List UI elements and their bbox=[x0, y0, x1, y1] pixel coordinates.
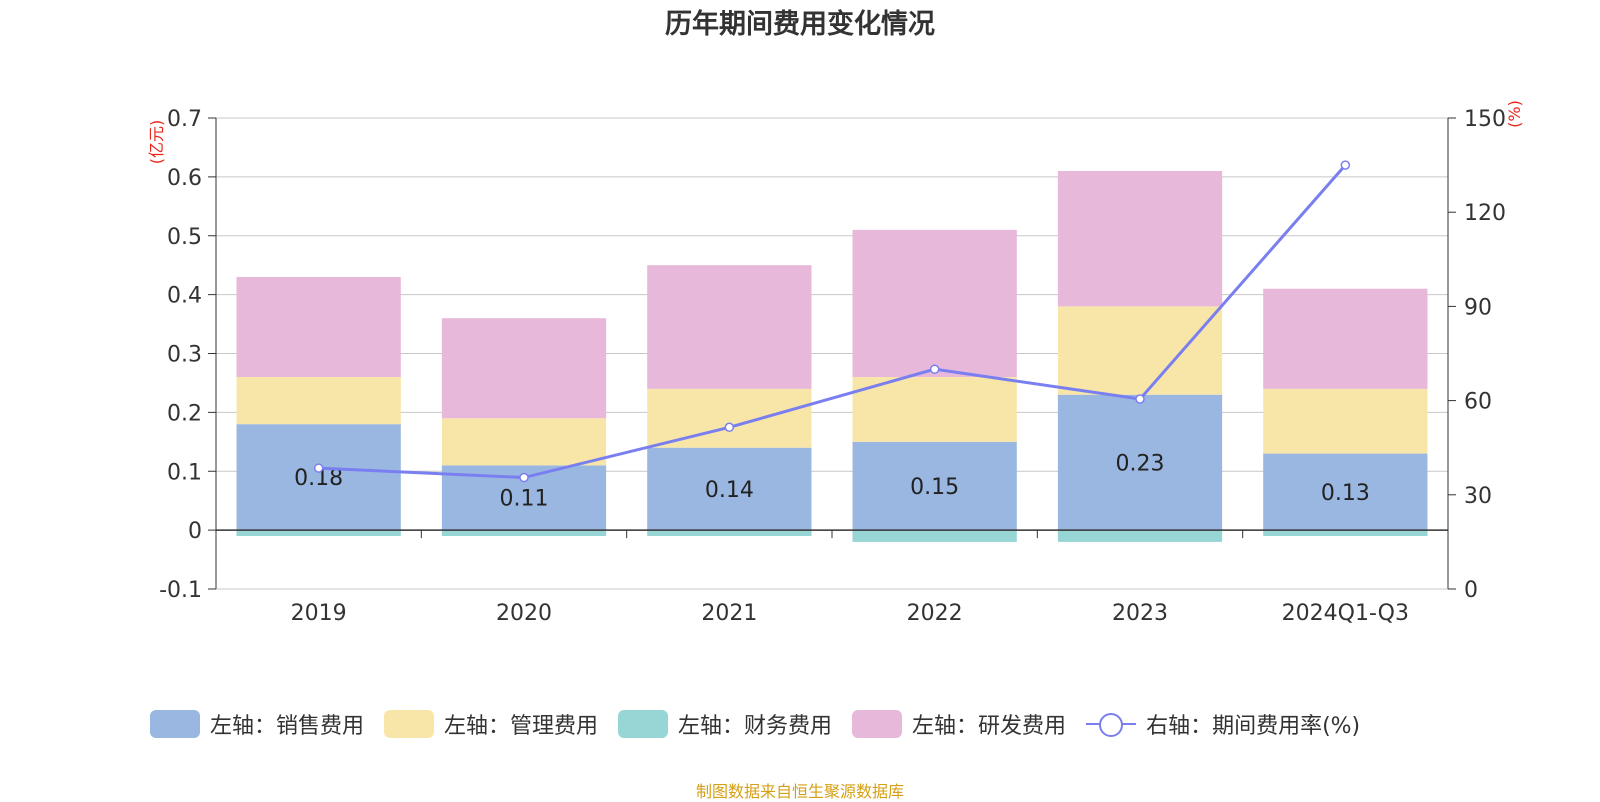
bar-rnd bbox=[852, 229, 1017, 378]
bar-rnd bbox=[441, 318, 607, 419]
legend: 左轴：销售费用 左轴：管理费用 左轴：财务费用 左轴：研发费用 右轴：期间费用率(%) bbox=[150, 706, 1380, 742]
bar-admin bbox=[647, 388, 812, 448]
legend-swatch bbox=[150, 710, 200, 738]
y-left-tick-label: 0.2 bbox=[167, 401, 202, 426]
bar-sales bbox=[1057, 394, 1223, 531]
bar-rnd bbox=[1057, 170, 1223, 307]
y-left-tick-label: -0.1 bbox=[159, 578, 202, 603]
y-right-tick-label: 120 bbox=[1464, 201, 1506, 226]
bar-sales bbox=[852, 441, 1017, 531]
y-right-tick-label: 150 bbox=[1464, 107, 1506, 132]
y-left-tick-label: 0.3 bbox=[167, 343, 202, 368]
bar-finance bbox=[1263, 530, 1428, 537]
data-label-sales: 0.11 bbox=[500, 487, 549, 512]
legend-label: 左轴：研发费用 bbox=[912, 714, 1067, 739]
legend-swatch bbox=[618, 710, 669, 738]
line-ratio-point bbox=[1340, 160, 1351, 170]
x-tick-label: 2020 bbox=[496, 601, 552, 626]
legend-swatch bbox=[384, 710, 435, 738]
legend-item[interactable]: 左轴：管理费用 bbox=[384, 708, 598, 740]
legend-item[interactable]: 左轴：财务费用 bbox=[618, 708, 832, 740]
y-left-tick-label: 0.5 bbox=[167, 225, 202, 250]
y-left-tick-label: 0.1 bbox=[167, 460, 202, 485]
bar-admin bbox=[1057, 306, 1223, 395]
x-tick-label: 2019 bbox=[291, 601, 347, 626]
bar-finance bbox=[1057, 530, 1223, 542]
x-tick-label: 2021 bbox=[701, 601, 757, 626]
data-label-sales: 0.15 bbox=[910, 475, 959, 500]
legend-label: 左轴：销售费用 bbox=[210, 714, 365, 739]
legend-item[interactable]: 右轴：期间费用率(%) bbox=[1086, 708, 1360, 740]
legend-swatch bbox=[852, 710, 903, 738]
legend-label: 左轴：管理费用 bbox=[444, 714, 599, 739]
x-tick-label: 2023 bbox=[1112, 601, 1168, 626]
bar-finance bbox=[852, 530, 1017, 542]
y-right-tick-label: 60 bbox=[1464, 390, 1492, 415]
bar-rnd bbox=[236, 276, 401, 378]
bar-admin bbox=[1263, 388, 1428, 454]
line-ratio-point bbox=[313, 463, 324, 473]
y-left-tick-label: 0.4 bbox=[167, 284, 202, 309]
legend-label: 右轴：期间费用率(%) bbox=[1146, 714, 1361, 739]
line-ratio-point bbox=[519, 472, 529, 483]
y-left-tick-label: 0 bbox=[188, 519, 202, 544]
bar-admin bbox=[441, 418, 607, 466]
bar-admin bbox=[236, 377, 401, 425]
y-right-tick-label: 30 bbox=[1464, 484, 1492, 509]
data-label-sales: 0.13 bbox=[1321, 481, 1370, 506]
line-ratio-point bbox=[929, 364, 940, 374]
bar-rnd bbox=[1263, 288, 1428, 389]
line-ratio-point bbox=[1135, 394, 1145, 404]
y-left-tick-label: 0.7 bbox=[167, 107, 202, 132]
legend-item[interactable]: 左轴：研发费用 bbox=[852, 708, 1066, 740]
bar-finance bbox=[236, 530, 401, 537]
legend-label: 左轴：财务费用 bbox=[678, 714, 833, 739]
data-label-sales: 0.23 bbox=[1116, 451, 1165, 476]
bar-finance bbox=[647, 530, 812, 537]
bar-sales bbox=[1263, 453, 1428, 531]
data-label-sales: 0.14 bbox=[705, 478, 754, 503]
chart-svg: -0.100.10.20.30.40.50.60.70306090120150(… bbox=[147, 100, 1524, 626]
line-ratio bbox=[318, 164, 1347, 480]
y-left-tick-label: 0.6 bbox=[167, 166, 202, 191]
bar-sales bbox=[647, 447, 812, 531]
legend-item[interactable]: 左轴：销售费用 bbox=[150, 708, 364, 740]
bar-finance bbox=[441, 530, 607, 537]
x-tick-label: 2024Q1-Q3 bbox=[1282, 601, 1409, 626]
y-left-unit: (亿元) bbox=[147, 120, 166, 165]
y-right-unit: (%) bbox=[1505, 100, 1524, 128]
legend-line-marker-icon bbox=[1086, 710, 1137, 738]
y-right-tick-label: 0 bbox=[1464, 578, 1478, 603]
bar-sales bbox=[236, 424, 401, 531]
bar-rnd bbox=[647, 265, 812, 389]
bar-admin bbox=[852, 377, 1017, 442]
y-right-tick-label: 90 bbox=[1464, 295, 1492, 320]
source-note: 制图数据来自恒生聚源数据库 bbox=[695, 782, 904, 801]
line-ratio-point bbox=[724, 422, 735, 433]
chart-title: 历年期间费用变化情况 bbox=[665, 9, 935, 40]
x-tick-label: 2022 bbox=[907, 601, 963, 626]
